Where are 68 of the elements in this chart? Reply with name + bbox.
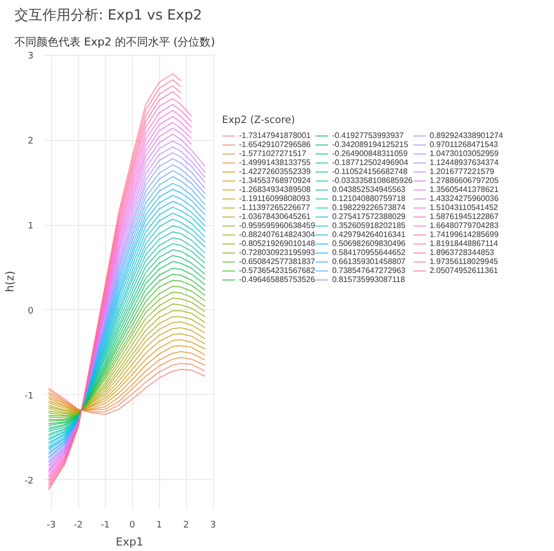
legend-title: Exp2 (Z-score) xyxy=(222,115,296,126)
y-tick-label: 2 xyxy=(28,136,34,147)
x-tick-label: -2 xyxy=(74,520,83,530)
x-tick-label: -3 xyxy=(46,520,56,530)
legend-label: 1.12448937634374 xyxy=(430,158,499,167)
legend-label: -1.11397265226677 xyxy=(239,203,310,212)
legend-label: -1.49991438133755 xyxy=(239,158,311,167)
legend-label: -0.110524156682748 xyxy=(332,167,408,176)
legend-label: -1.42272603552339 xyxy=(239,167,311,176)
legend-label: 2.05074952611361 xyxy=(430,266,498,275)
legend-label: 1.51043110541452 xyxy=(430,203,498,212)
legend-label: -0.496465885753526 xyxy=(239,275,316,284)
legend-label: -0.187712502496904 xyxy=(332,158,408,167)
legend-label: -0.728030923195993 xyxy=(239,248,316,257)
legend-label: -1.5771027271517 xyxy=(239,149,306,158)
x-tick-label: 1 xyxy=(156,520,162,530)
y-tick-label: 1 xyxy=(28,222,34,232)
legend-label: -0.264900848311059 xyxy=(332,149,408,158)
legend-label: 1.43324275960036 xyxy=(430,194,499,203)
legend-label: 1.97356118029945 xyxy=(430,257,498,266)
x-tick-label: 3 xyxy=(210,520,216,530)
legend-label: 0.121040880759718 xyxy=(332,194,406,203)
legend-label: 1.8963728344853 xyxy=(430,248,494,257)
legend-label: 0.429794264016341 xyxy=(332,230,406,239)
legend-label: -1.26834934389508 xyxy=(239,185,311,194)
legend-label: -0.342089194125215 xyxy=(332,140,408,149)
legend-label: 0.892924338901274 xyxy=(430,131,504,140)
legend-label: 1.27886606797205 xyxy=(430,176,499,185)
legend-label: 0.661359301458807 xyxy=(332,257,406,266)
legend-label: -0.882407614824304 xyxy=(239,230,316,239)
y-tick-label: -2 xyxy=(24,476,34,486)
legend-label: 0.97011268471543 xyxy=(430,140,498,149)
legend-label: 1.58761945122867 xyxy=(430,212,499,221)
legend-label: 0.198229226573874 xyxy=(332,203,406,212)
legend-label: 1.35605441378621 xyxy=(430,185,499,194)
chart-title: 交互作用分析: Exp1 vs Exp2 xyxy=(14,8,202,24)
legend-label: 0.815735993087118 xyxy=(332,275,405,284)
legend-label: -0.650842577381837 xyxy=(239,257,316,266)
legend-label: 0.738547647272963 xyxy=(332,266,406,275)
legend-label: -1.03678430645261 xyxy=(239,212,311,221)
legend-label: 1.2016777221579 xyxy=(430,167,494,176)
legend-label: 1.74199614285699 xyxy=(430,230,499,239)
legend-label: -1.73147941878001 xyxy=(239,131,311,140)
chart-subtitle: 不同颜色代表 Exp2 的不同水平 (分位数) xyxy=(14,36,216,48)
legend-label: -0.0333358108685926 xyxy=(332,176,413,185)
x-tick-label: 2 xyxy=(183,520,190,530)
legend-label: 0.352605918202185 xyxy=(332,221,406,230)
legend-label: 1.66480779704283 xyxy=(430,221,499,230)
x-tick-label: -1 xyxy=(100,520,110,530)
legend-label: -0.573654231567682 xyxy=(239,266,316,275)
legend-label: -0.41927753993937 xyxy=(332,131,404,140)
y-axis-title: h(z) xyxy=(4,270,17,292)
legend-label: -1.19116099808093 xyxy=(239,194,310,203)
y-tick-label: 0 xyxy=(28,306,34,316)
y-tick-label: 3 xyxy=(28,52,34,62)
legend-label: -0.959595960638459 xyxy=(239,221,316,230)
legend-label: 1.81918448867114 xyxy=(430,239,498,248)
legend-label: -0.805219269010148 xyxy=(239,239,316,248)
x-tick-label: 0 xyxy=(129,520,136,530)
legend-label: 0.584170955644652 xyxy=(332,248,406,257)
legend-label: 0.506982609830496 xyxy=(332,239,406,248)
legend-label: 0.043852534945563 xyxy=(332,185,406,194)
legend-label: -1.65429107296586 xyxy=(239,140,311,149)
y-tick-label: -1 xyxy=(24,391,34,402)
legend-label: 1.04730103052959 xyxy=(430,149,499,158)
x-axis-title: Exp1 xyxy=(116,536,144,548)
legend-label: 0.275417572388029 xyxy=(332,212,406,221)
legend-label: -1.34553768970924 xyxy=(239,176,311,185)
